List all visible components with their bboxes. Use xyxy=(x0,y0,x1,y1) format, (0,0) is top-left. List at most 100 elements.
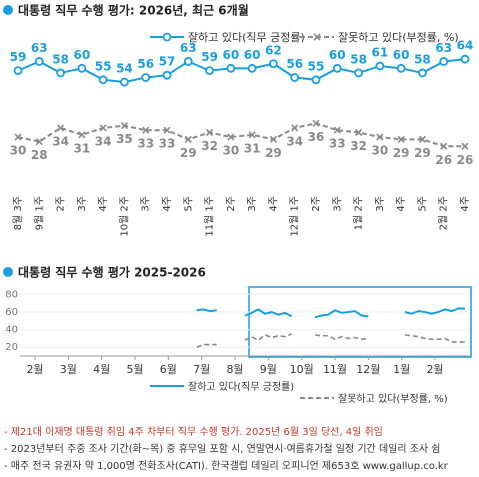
x-tick-label: 3주 xyxy=(332,196,343,212)
point xyxy=(77,63,87,73)
point xyxy=(313,33,321,41)
data-label: 36 xyxy=(308,130,325,144)
data-label: 26 xyxy=(457,153,474,167)
data-label: 60 xyxy=(74,48,91,62)
data-label: 30 xyxy=(223,144,240,158)
point xyxy=(418,135,426,143)
x-tick-label: 5주 xyxy=(183,196,194,212)
series-line xyxy=(196,333,465,348)
data-label: 33 xyxy=(137,137,154,151)
x-tick-label: 4주 xyxy=(162,196,173,212)
y-tick-label: 20 xyxy=(5,342,18,353)
x-tick-label: 4주 xyxy=(396,196,407,212)
highlight-box xyxy=(248,286,472,358)
x-tick-label: 7월 xyxy=(193,363,210,376)
note: - 매주 전국 유권자 약 1,000명 전화조사(CATI). 한국갤럽 데일… xyxy=(4,460,449,472)
x-tick-label: 2월 xyxy=(426,363,443,376)
data-label: 62 xyxy=(265,43,282,57)
data-label: 30 xyxy=(10,144,27,158)
x-tick-label: 9월 xyxy=(260,363,277,376)
data-label: 63 xyxy=(31,41,48,55)
point xyxy=(247,63,257,73)
x-tick-label: 10월 xyxy=(290,363,314,376)
title-bullet xyxy=(3,5,13,15)
data-label: 33 xyxy=(329,137,346,151)
point xyxy=(120,122,128,130)
x-tick-label: 4월 xyxy=(93,363,110,376)
point xyxy=(418,68,427,78)
y-tick-label: 60 xyxy=(5,307,18,318)
point xyxy=(98,75,108,85)
point xyxy=(184,135,192,143)
x-tick-label: 3주 xyxy=(77,196,88,212)
point xyxy=(141,73,151,82)
x-tick-label: 4주 xyxy=(98,196,109,212)
data-label: 35 xyxy=(116,132,133,146)
data-label: 55 xyxy=(95,59,112,73)
data-label: 26 xyxy=(435,153,452,167)
point xyxy=(35,138,43,146)
x-tick-label: 1월 xyxy=(393,363,410,376)
point xyxy=(56,68,65,78)
x-tick-label: 2주 xyxy=(56,196,67,212)
legend-label: 잘하고 있다(직무 긍정률) xyxy=(188,30,305,44)
note: - 제21대 이재명 대통령 취임 4주 차부터 직무 수행 평가. 2025년… xyxy=(4,425,383,438)
point xyxy=(291,124,299,132)
x-tick-label: 12월 xyxy=(356,363,380,376)
data-label: 29 xyxy=(414,146,431,160)
x-tick-label: 8월 3주 xyxy=(12,196,24,230)
data-label: 31 xyxy=(244,141,261,155)
data-label: 29 xyxy=(180,146,197,160)
point xyxy=(183,57,193,66)
point xyxy=(99,124,107,132)
x-tick-label: 10월 2주 xyxy=(118,196,130,237)
chart-title: 대통령 직무 수행 평가: 2026년, 최근 6개월 xyxy=(18,3,249,18)
data-label: 58 xyxy=(414,52,431,66)
point xyxy=(440,142,448,150)
x-tick-label: 3주 xyxy=(141,196,152,212)
x-tick-label: 6월 xyxy=(160,363,177,376)
data-label: 60 xyxy=(329,48,346,62)
data-label: 61 xyxy=(372,46,389,60)
data-label: 32 xyxy=(201,139,218,153)
point xyxy=(397,135,405,143)
data-label: 29 xyxy=(265,146,282,160)
point xyxy=(248,131,256,139)
point xyxy=(354,68,363,78)
data-label: 56 xyxy=(286,57,303,71)
data-label: 32 xyxy=(350,139,367,153)
data-label: 60 xyxy=(244,48,261,62)
data-label: 29 xyxy=(393,146,410,160)
data-label: 59 xyxy=(10,50,27,64)
series-line xyxy=(17,58,466,84)
data-label: 31 xyxy=(74,141,91,155)
data-label: 57 xyxy=(159,55,176,69)
point xyxy=(163,126,171,134)
x-tick-label: 5주 xyxy=(417,196,428,212)
x-tick-label: 3주 xyxy=(247,196,258,212)
point xyxy=(461,142,469,150)
series-line xyxy=(17,122,465,148)
point xyxy=(311,75,321,85)
x-tick-label: 11월 1주 xyxy=(204,196,216,237)
x-tick-label: 4주 xyxy=(268,196,279,212)
data-label: 63 xyxy=(435,41,452,55)
point xyxy=(333,126,341,134)
legend-label: 잘못하고 있다(부정률, %) xyxy=(338,30,459,44)
point xyxy=(142,126,150,134)
point xyxy=(312,119,320,127)
x-tick-label: 5월 xyxy=(126,363,143,376)
x-tick-label: 2주 xyxy=(311,196,322,212)
x-tick-label: 4주 xyxy=(460,196,471,212)
point xyxy=(162,70,172,80)
data-label: 63 xyxy=(180,41,197,55)
chart-title: 대통령 직무 수행 평가 2025-2026 xyxy=(18,265,206,280)
data-label: 58 xyxy=(52,52,69,66)
note: - 2023년부터 주중 조사 기간(화~목) 중 휴무일 포함 시, 연말연시… xyxy=(4,443,441,455)
point xyxy=(376,133,384,141)
point xyxy=(290,73,300,82)
point xyxy=(355,128,363,137)
point xyxy=(14,133,22,141)
point xyxy=(13,66,23,76)
